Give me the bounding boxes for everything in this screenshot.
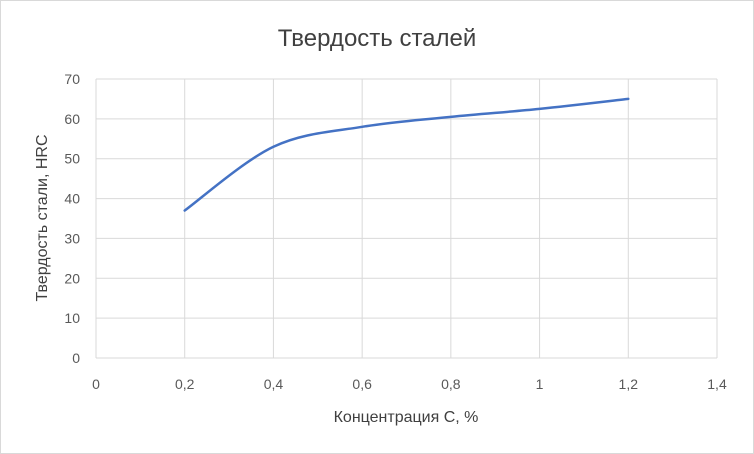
y-tick-label: 30 bbox=[64, 230, 80, 246]
y-tick-label: 70 bbox=[64, 71, 80, 87]
y-tick-label: 0 bbox=[72, 350, 80, 366]
series-group bbox=[183, 97, 630, 212]
y-tick-label: 20 bbox=[64, 270, 80, 286]
y-tick-label: 10 bbox=[64, 310, 80, 326]
x-axis-title: Концентрация С, % bbox=[334, 409, 479, 426]
x-tick-label: 0,4 bbox=[264, 376, 284, 392]
x-tick-label: 0,2 bbox=[175, 376, 195, 392]
y-axis-ticks: 0 10 20 30 40 50 60 70 bbox=[64, 71, 80, 366]
x-tick-label: 1,4 bbox=[707, 376, 727, 392]
series-line bbox=[183, 97, 630, 212]
chart-title: Твердость сталей bbox=[278, 25, 477, 52]
x-tick-label: 0,8 bbox=[441, 376, 461, 392]
y-tick-label: 60 bbox=[64, 111, 80, 127]
y-tick-label: 40 bbox=[64, 191, 80, 207]
x-axis-ticks: 0 0,2 0,4 0,6 0,8 1 1,2 1,4 bbox=[92, 376, 727, 392]
x-tick-label: 1 bbox=[536, 376, 544, 392]
x-tick-label: 1,2 bbox=[619, 376, 639, 392]
x-tick-label: 0 bbox=[92, 376, 100, 392]
y-tick-label: 50 bbox=[64, 151, 80, 167]
x-tick-label: 0,6 bbox=[352, 376, 372, 392]
y-axis-title: Твердость стали, HRC bbox=[34, 134, 51, 301]
